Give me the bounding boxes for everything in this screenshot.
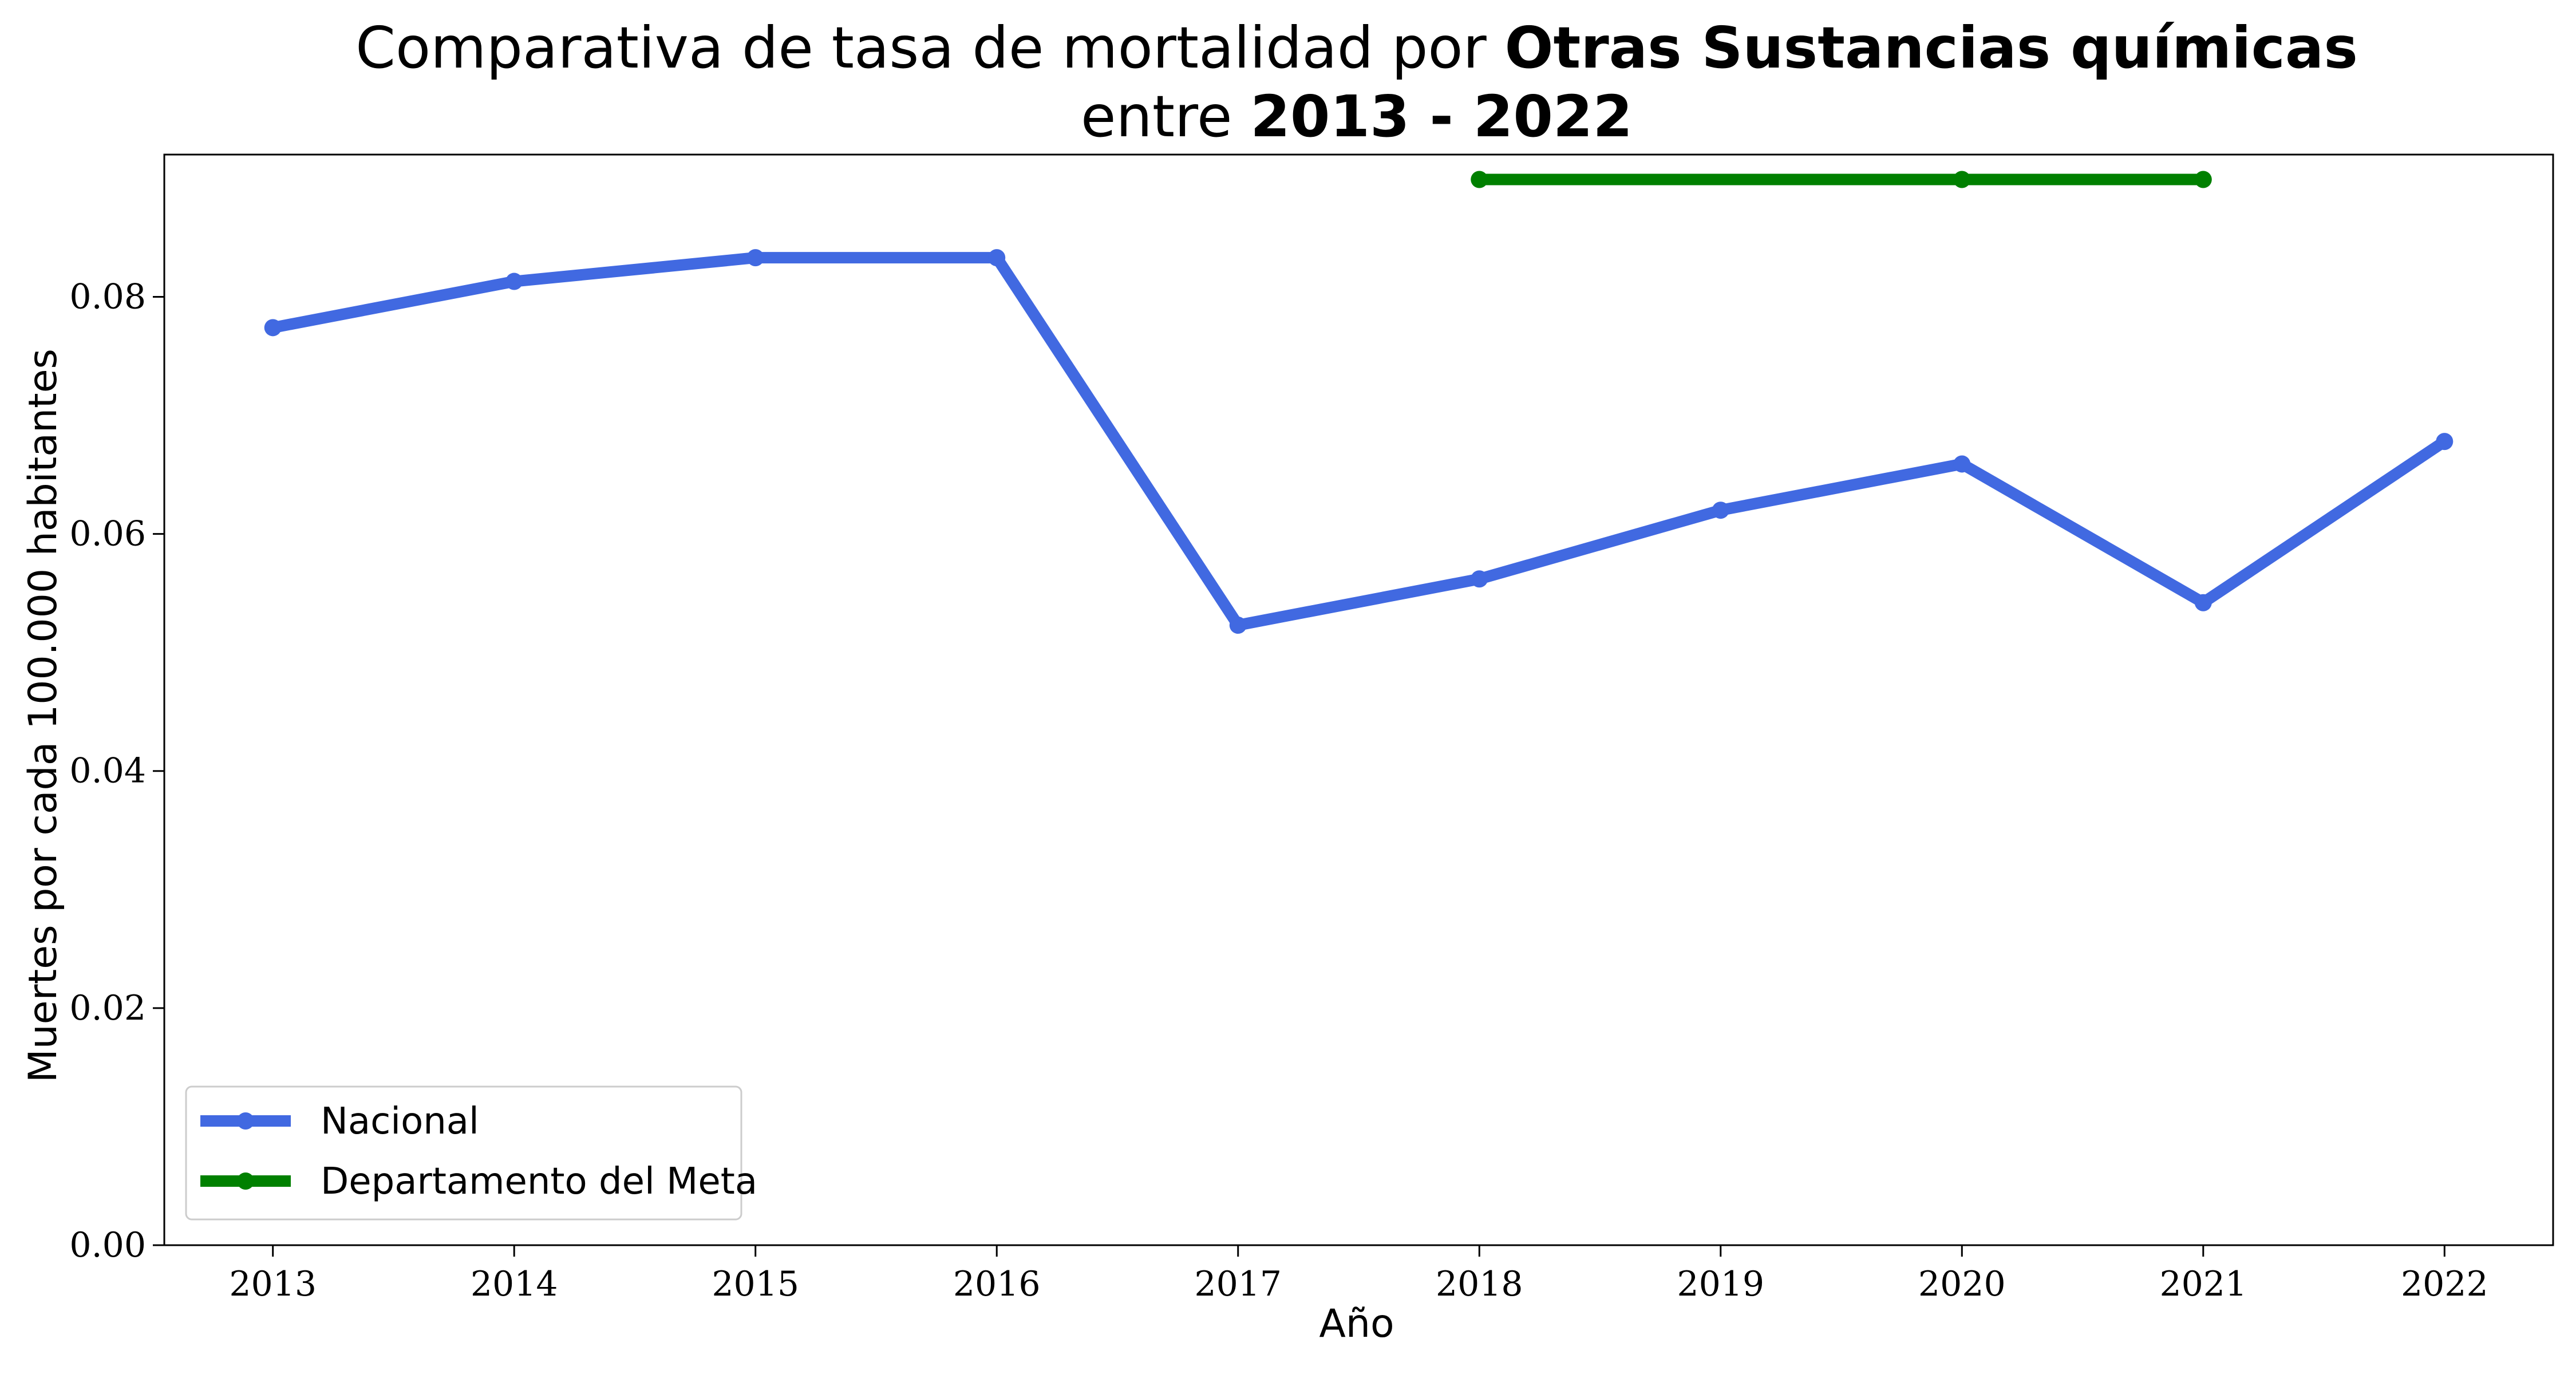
x-tick-label: 2015: [712, 1264, 799, 1304]
ticks-layer: 0.00 0.02 0.04 0.06 0.08 2013 2014 2015 2016 2017…: [69, 277, 2488, 1304]
data-point: [1953, 455, 1971, 473]
data-point: [1229, 617, 1247, 634]
data-point: [2436, 433, 2453, 451]
axes-frame: [163, 153, 2554, 1246]
series-layer: [264, 171, 2453, 634]
data-point: [1953, 171, 1971, 188]
legend-box: [185, 1085, 742, 1221]
title-line2-prefix: entre: [1081, 83, 1250, 150]
chart-title-line2: entre 2013 - 2022: [1081, 83, 1633, 150]
title-line2-bold: 2013 - 2022: [1250, 83, 1633, 150]
x-tick-label: 2022: [2401, 1264, 2488, 1304]
data-point: [264, 319, 282, 337]
title-line1-prefix: Comparativa de tasa de mortalidad por: [355, 14, 1504, 81]
data-point: [2194, 171, 2212, 188]
series-line: [267, 252, 2451, 631]
x-tick-label: 2020: [1918, 1264, 2006, 1304]
y-tick-label: 0.02: [69, 988, 146, 1028]
data-point: [1471, 171, 1488, 188]
legend-swatch-marker: [237, 1112, 254, 1130]
y-tick-label: 0.04: [69, 751, 146, 791]
series-departamento-del-meta: [1471, 171, 2212, 188]
x-tick-label: 2016: [953, 1264, 1041, 1304]
y-axis-label: Muertes por cada 100.000 habitantes: [21, 349, 66, 1083]
data-point: [1471, 570, 1488, 588]
legend-label: Departamento del Meta: [321, 1160, 757, 1203]
x-tick-label: 2021: [2159, 1264, 2247, 1304]
data-point: [746, 249, 764, 267]
x-tick-label: 2018: [1436, 1264, 1523, 1304]
x-axis-label: Año: [1319, 1301, 1394, 1347]
x-tick-label: 2017: [1194, 1264, 1282, 1304]
data-point: [2194, 594, 2212, 611]
x-tick-label: 2014: [471, 1264, 558, 1304]
chart-title-line1: Comparativa de tasa de mortalidad por Ot…: [355, 14, 2358, 81]
title-line1-bold: Otras Sustancias químicas: [1505, 14, 2358, 81]
x-tick-label: 2019: [1677, 1264, 1764, 1304]
y-tick-label: 0.00: [69, 1225, 146, 1265]
data-point: [988, 249, 1006, 267]
data-point: [1712, 502, 1729, 519]
x-tick-label: 2013: [229, 1264, 317, 1304]
data-point: [505, 273, 523, 290]
series-nacional: [264, 249, 2453, 634]
y-tick-label: 0.08: [69, 277, 146, 317]
legend-swatch-marker: [237, 1172, 254, 1190]
y-tick-label: 0.06: [69, 514, 146, 554]
plot-area: [163, 153, 2554, 1246]
legend-label: Nacional: [321, 1100, 479, 1143]
legend: Nacional Departamento del Meta: [185, 1085, 757, 1221]
